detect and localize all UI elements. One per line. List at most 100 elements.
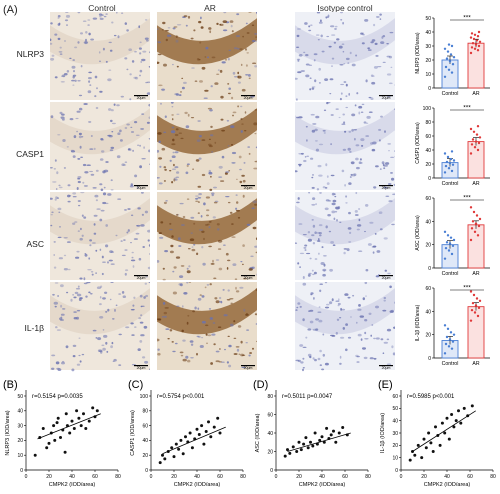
scale-bar-label: 20μm	[244, 366, 253, 370]
data-point	[443, 230, 447, 234]
data-point	[445, 57, 449, 60]
data-point	[72, 427, 76, 431]
x-axis-label: CMPK2 (IOD/area)	[174, 482, 221, 488]
y-tick-label: 0	[145, 468, 148, 474]
data-point	[59, 435, 62, 439]
micrograph-asc-control: 20μm	[50, 192, 150, 281]
y-tick-label: 20	[142, 453, 148, 459]
data-point	[478, 217, 482, 221]
data-point	[304, 436, 308, 440]
y-tick-label: 60	[267, 412, 273, 418]
data-point	[472, 293, 476, 297]
scale-bar-label: 20μm	[137, 276, 146, 280]
data-point	[448, 60, 452, 63]
y-tick-label: 0	[395, 468, 398, 474]
y-tick-label: 40	[392, 418, 398, 424]
data-point	[459, 421, 463, 425]
data-point	[454, 419, 458, 423]
y-tick-label: 20	[425, 162, 431, 168]
data-point	[446, 155, 450, 159]
data-point	[476, 125, 480, 128]
data-point	[299, 448, 303, 452]
x-tick-label: 20	[296, 474, 302, 480]
data-point	[450, 252, 454, 256]
correlation-annotation: r=0.5754 p<0.001	[157, 394, 205, 400]
scale-bar	[241, 365, 255, 367]
data-point	[195, 427, 199, 431]
y-axis-label: CASP1 (IOD/area)	[130, 410, 136, 456]
x-tick-label: 80	[490, 474, 496, 480]
data-point	[337, 431, 341, 435]
bar-ar	[467, 42, 485, 89]
data-point	[329, 433, 333, 437]
column-header-ar: AR	[204, 3, 216, 13]
data-point	[443, 47, 447, 50]
y-tick-label: 60	[392, 394, 398, 400]
x-tick-label: 20	[46, 474, 52, 480]
data-point	[449, 157, 453, 161]
y-tick-label: 30	[17, 423, 23, 429]
data-point	[434, 425, 437, 429]
data-point	[462, 406, 466, 410]
data-point	[445, 335, 449, 339]
y-tick-label: 50	[17, 394, 23, 400]
column-header-isotype: Isotype control	[317, 3, 373, 13]
y-tick-label: 40	[425, 30, 431, 36]
y-axis-label: CASP1 (IOD/area)	[415, 122, 421, 164]
scale-bar-label: 20μm	[137, 96, 146, 100]
data-point	[181, 452, 185, 456]
x-axis-label: CMPK2 (IOD/area)	[49, 482, 96, 488]
data-point	[450, 71, 454, 74]
x-tick-label: AR	[472, 181, 479, 187]
y-tick-label: 30	[392, 431, 398, 437]
data-point	[179, 438, 183, 442]
data-point	[431, 450, 435, 453]
data-point	[184, 435, 187, 439]
bar-chart-2: 0 20 40 60 80 100 CASP1 (IOD/area) Control AR ***	[415, 105, 490, 187]
data-point	[447, 43, 451, 46]
data-point	[158, 461, 162, 465]
bar-ar	[467, 306, 485, 359]
data-point	[469, 206, 473, 209]
data-point	[452, 56, 456, 59]
x-tick-label: Control	[442, 91, 459, 97]
data-point	[470, 227, 474, 230]
data-point	[188, 431, 192, 435]
data-point	[477, 306, 481, 310]
data-point	[446, 234, 450, 237]
y-tick-label: 20	[425, 243, 431, 249]
data-point	[469, 152, 473, 155]
data-point	[297, 440, 301, 444]
y-tick-label: 40	[425, 148, 431, 154]
data-point	[449, 331, 453, 334]
y-tick-label: 100	[140, 394, 149, 400]
data-point	[475, 214, 479, 217]
micrograph-nlrp3-control: 20μm	[50, 12, 150, 101]
data-point	[477, 30, 481, 34]
data-point	[447, 167, 451, 170]
y-tick-label: 0	[428, 266, 431, 272]
data-point	[320, 435, 324, 439]
x-tick-label: 0	[25, 474, 28, 480]
scale-bar-label: 20μm	[137, 366, 146, 370]
data-point	[470, 308, 474, 312]
data-point	[204, 430, 208, 434]
data-point	[334, 440, 338, 444]
scale-bar-label: 20μm	[244, 186, 253, 190]
data-point	[473, 230, 477, 234]
data-point	[190, 446, 194, 450]
x-tick-label: Control	[442, 271, 459, 277]
scale-bar	[379, 185, 393, 187]
x-tick-label: 60	[467, 474, 473, 480]
data-point	[313, 431, 317, 435]
data-point	[451, 163, 455, 166]
x-tick-label: 0	[275, 474, 278, 480]
x-tick-label: Control	[442, 181, 459, 187]
y-tick-label: 0	[428, 356, 431, 362]
data-point	[474, 140, 478, 143]
data-point	[332, 429, 335, 433]
data-point	[318, 438, 322, 442]
data-point	[475, 297, 479, 300]
y-tick-label: 40	[425, 219, 431, 225]
micrograph-casp1-isotype: 20μm	[295, 102, 395, 191]
